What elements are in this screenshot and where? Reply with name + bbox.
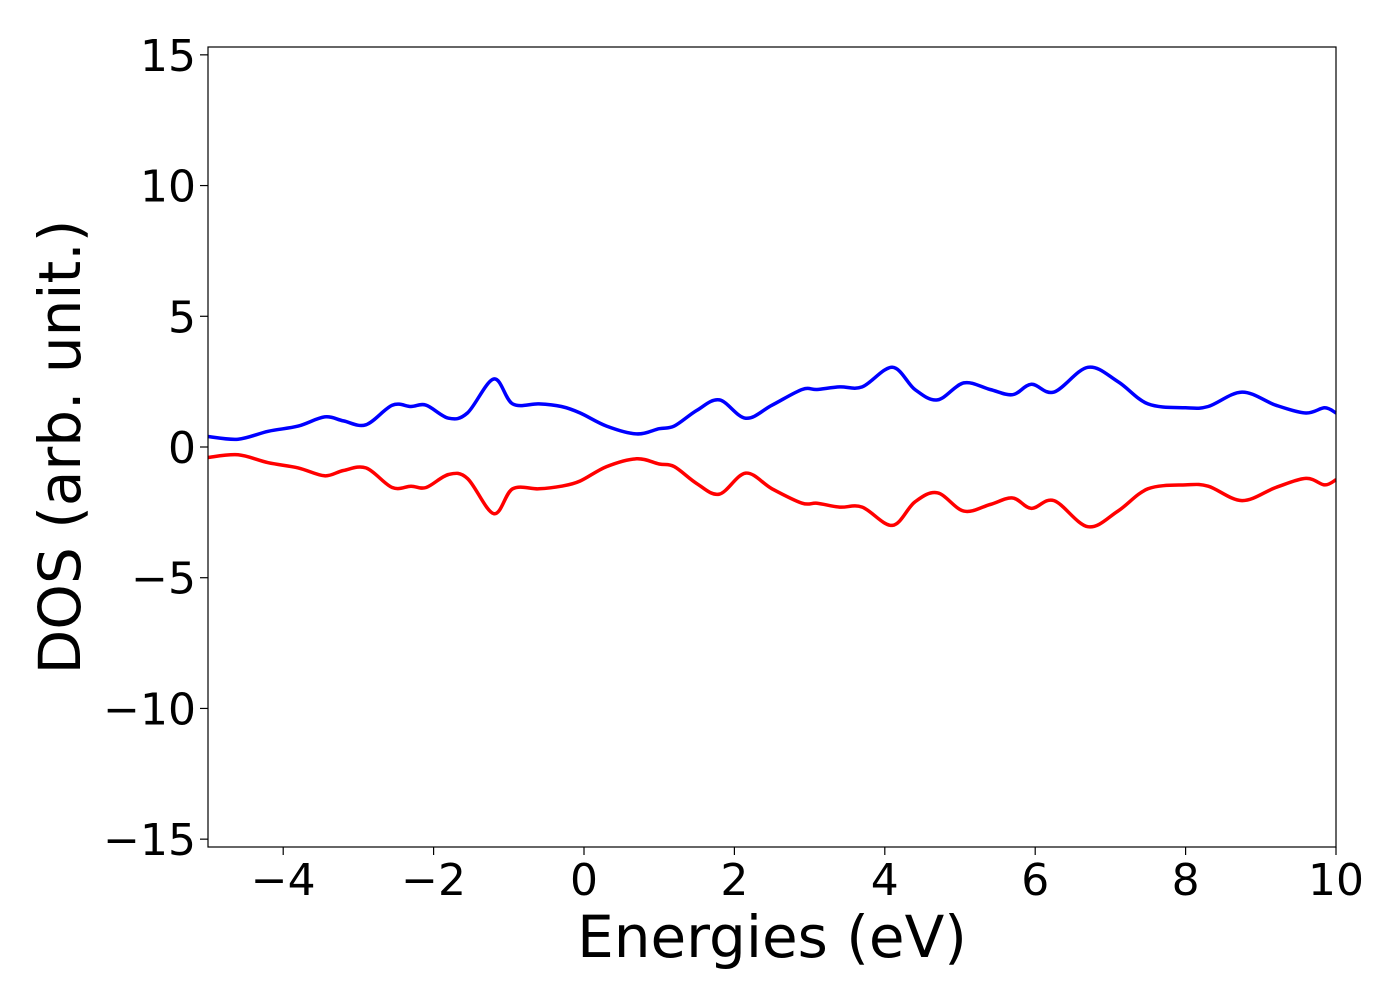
y-tick-label: −5	[131, 554, 196, 605]
x-tick-label: −2	[401, 855, 466, 906]
y-tick-label: 15	[140, 31, 196, 82]
plot-area-frame	[207, 46, 1337, 848]
y-axis-ticks: −15 −10 −5 0 5 10 15	[103, 31, 208, 866]
dos-line-red	[207, 452, 1337, 529]
dos-line-blue	[207, 365, 1337, 442]
x-tick-label: −4	[251, 855, 316, 906]
x-tick-label: 10	[1308, 855, 1364, 906]
x-axis-label: Energies (eV)	[577, 903, 967, 971]
y-tick-label: −15	[103, 815, 196, 866]
x-tick-label: 8	[1172, 855, 1200, 906]
y-tick-label: −10	[103, 684, 196, 735]
x-tick-label: 4	[871, 855, 899, 906]
x-tick-label: 2	[720, 855, 748, 906]
series-layer	[207, 365, 1337, 529]
y-tick-label: 5	[168, 292, 196, 343]
x-tick-label: 0	[570, 855, 598, 906]
y-tick-label: 0	[168, 423, 196, 474]
x-axis-ticks: −4 −2 0 2 4 6 8 10	[251, 847, 1364, 906]
y-tick-label: 10	[140, 162, 196, 213]
x-tick-label: 6	[1021, 855, 1049, 906]
y-axis-label: DOS (arb. unit.)	[26, 220, 94, 675]
